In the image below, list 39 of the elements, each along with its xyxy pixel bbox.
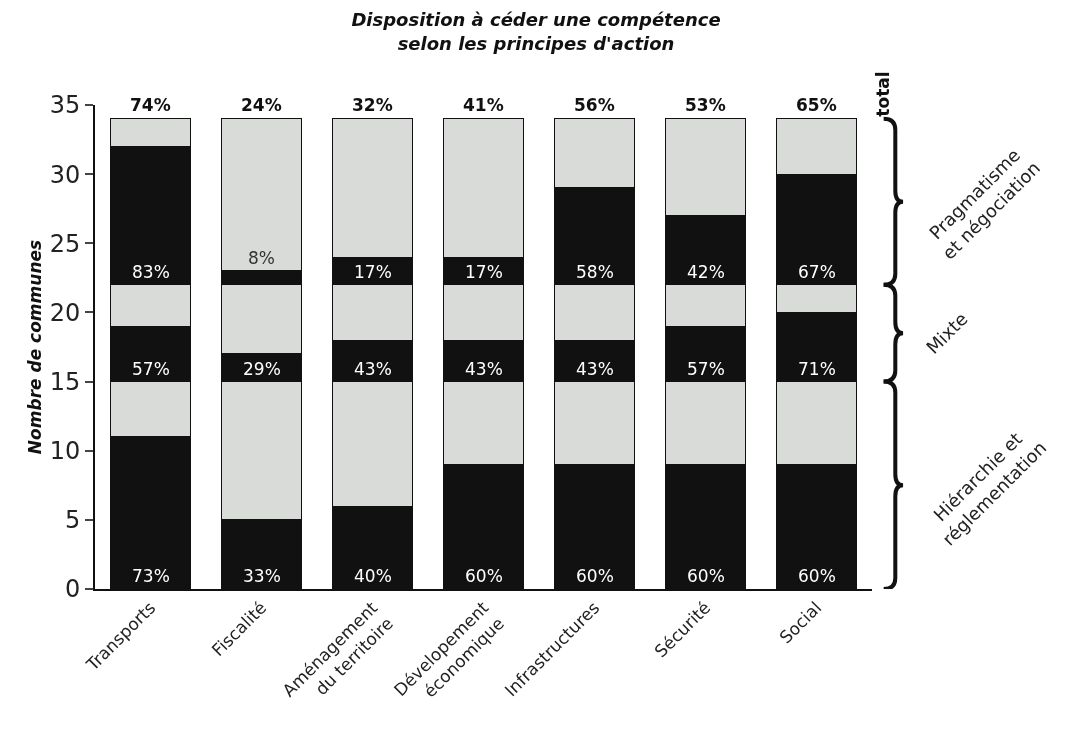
y-tick-label: 35 [49, 91, 81, 120]
annotation: 65% [796, 95, 837, 115]
annotation: 57% [687, 359, 725, 379]
annotation: 83% [132, 262, 170, 282]
annotation: 17% [354, 262, 392, 282]
annotation: 60% [798, 566, 836, 586]
y-tick-label: 0 [64, 575, 81, 604]
annotation: 60% [687, 566, 725, 586]
annotation: 41% [463, 95, 504, 115]
annotation: 74% [130, 95, 171, 115]
annotation: 32% [352, 95, 393, 115]
annotation: 43% [354, 359, 392, 379]
annotation: 67% [798, 262, 836, 282]
annotation: 42% [687, 262, 725, 282]
text: total [872, 71, 893, 117]
annotation: 24% [241, 95, 282, 115]
y-tick-label: 15 [49, 367, 81, 396]
annotation: 29% [243, 359, 281, 379]
y-axis-title: Nombre de communes [24, 239, 45, 455]
chart-title: Disposition à céder une compétence selon les principes d'action [351, 9, 721, 54]
annotation: 58% [576, 262, 614, 282]
y-tick-label: 25 [49, 229, 81, 258]
annotation: 56% [574, 95, 615, 115]
annotation: 57% [132, 359, 170, 379]
y-tick-label: 10 [49, 437, 81, 466]
annotation: 60% [576, 566, 614, 586]
annotation: 60% [465, 566, 503, 586]
y-tick-label: 20 [49, 298, 81, 327]
annotation: 17% [465, 262, 503, 282]
annotation: 33% [243, 566, 281, 586]
annotation: 73% [132, 566, 170, 586]
y-tick-label: 30 [49, 160, 81, 189]
annotation: 53% [685, 95, 726, 115]
annotation: 40% [354, 566, 392, 586]
annotation: 71% [798, 359, 836, 379]
annotation: 43% [576, 359, 614, 379]
y-tick-label: 5 [64, 506, 81, 535]
annotation: 8% [248, 248, 275, 268]
annotation: 43% [465, 359, 503, 379]
